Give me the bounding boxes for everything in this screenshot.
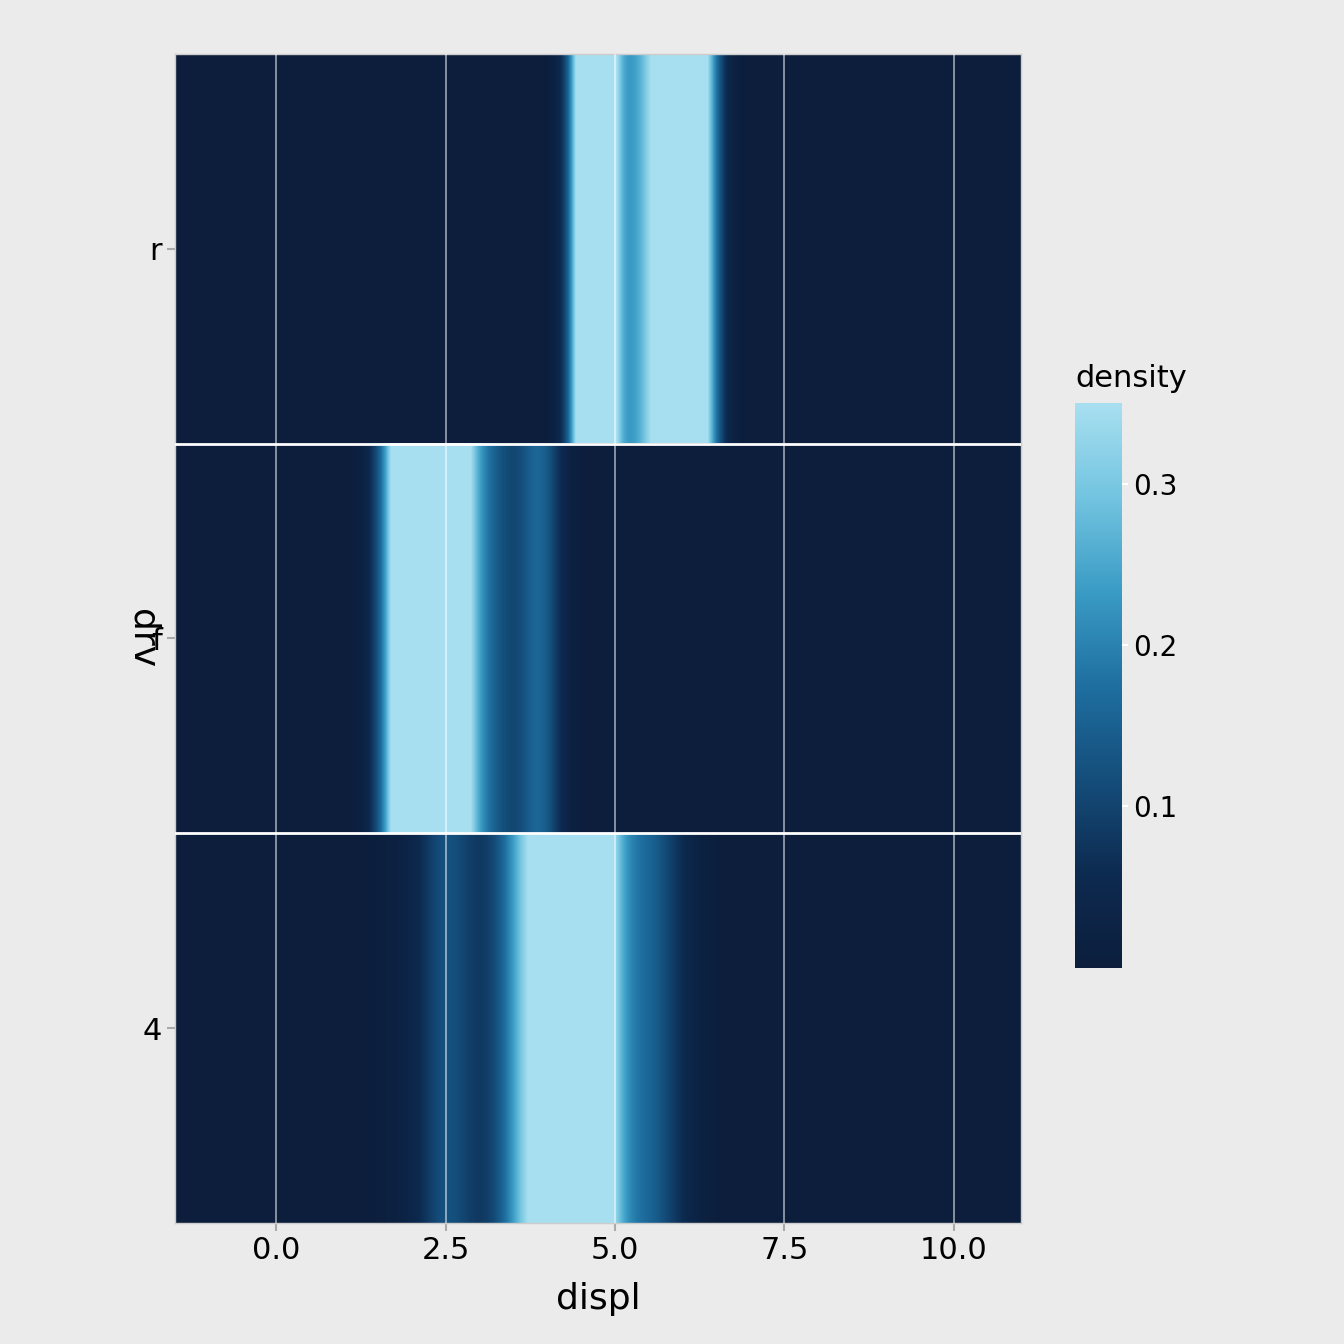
X-axis label: displ: displ <box>556 1282 640 1316</box>
Text: density: density <box>1075 363 1187 392</box>
Y-axis label: drv: drv <box>125 609 160 668</box>
